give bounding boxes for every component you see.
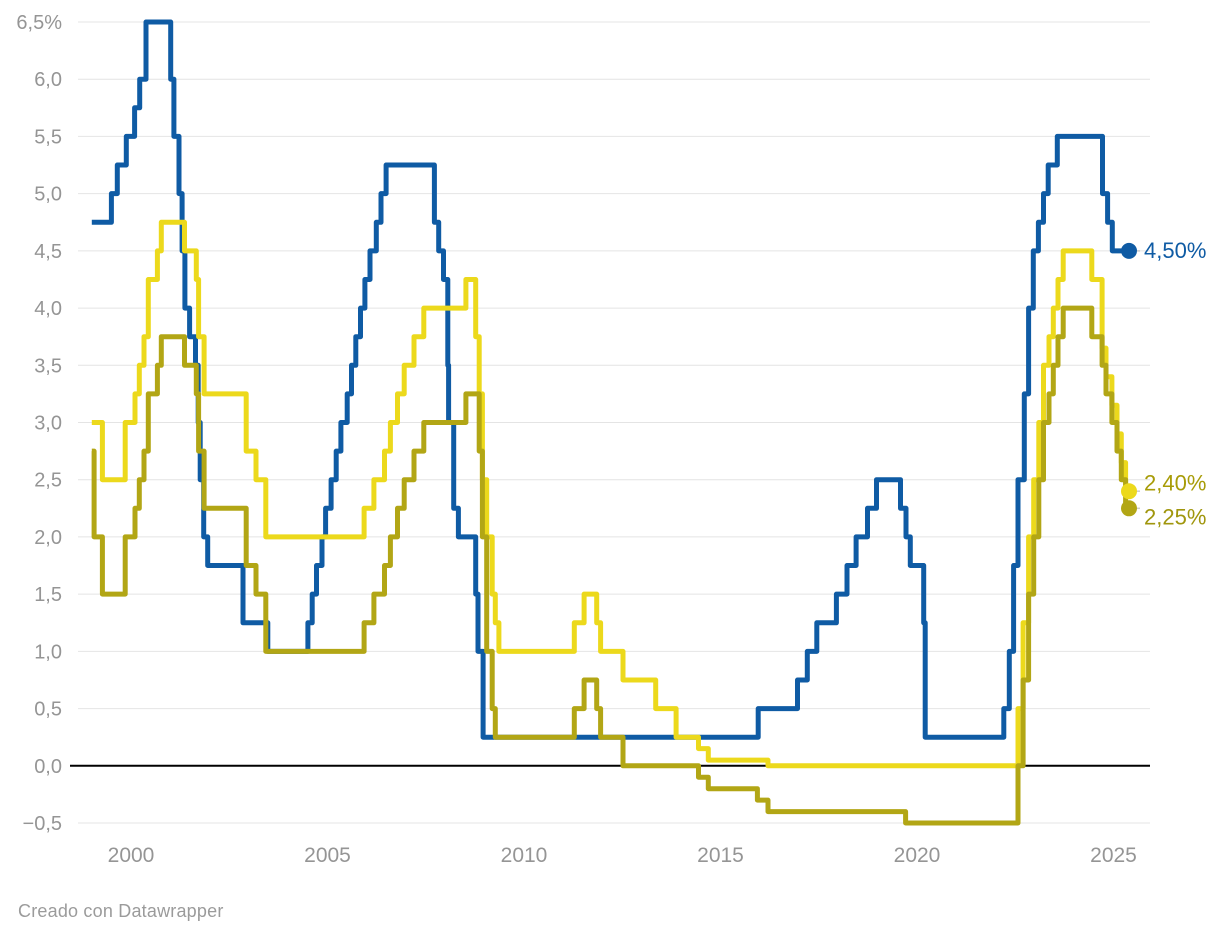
y-axis-tick-label: 0,0 xyxy=(34,756,62,778)
y-axis-tick-label: 2,0 xyxy=(34,527,62,549)
series-end-label: 2,40% xyxy=(1144,471,1206,496)
y-axis-tick-label: 3,5 xyxy=(34,355,62,377)
x-axis-tick-label: 2025 xyxy=(1090,844,1137,867)
y-axis-tick-label: 0,5 xyxy=(34,699,62,721)
x-axis-tick-label: 2005 xyxy=(304,844,351,867)
series-end-dot xyxy=(1121,500,1137,517)
datawrapper-credit: Creado con Datawrapper xyxy=(18,901,224,921)
series-end-dot xyxy=(1121,483,1137,500)
y-axis-tick-label: 1,0 xyxy=(34,641,62,663)
series-line xyxy=(91,219,1129,769)
y-axis-tick-label: 1,5 xyxy=(34,584,62,606)
y-axis-tick-label: 4,0 xyxy=(34,298,62,320)
y-axis-tick-label: 2,5 xyxy=(34,470,62,492)
series-end-dot xyxy=(1121,242,1137,259)
y-axis-tick-label: 4,5 xyxy=(34,241,62,263)
series-line xyxy=(91,19,1129,740)
x-axis-tick-label: 2015 xyxy=(697,844,744,867)
y-axis-tick-label: 5,0 xyxy=(34,184,62,206)
x-axis-tick-label: 2000 xyxy=(108,844,155,867)
y-axis-tick-label: 3,0 xyxy=(34,413,62,435)
x-axis-tick-label: 2010 xyxy=(501,844,548,867)
y-axis-tick-label: 6,5% xyxy=(16,12,62,34)
series-end-label: 2,25% xyxy=(1144,504,1206,529)
y-axis-tick-label: 6,0 xyxy=(34,69,62,91)
y-axis-tick-label: −0,5 xyxy=(23,813,62,835)
series-line xyxy=(91,305,1129,826)
y-axis-tick-label: 5,5 xyxy=(34,126,62,148)
series-end-label: 4,50% xyxy=(1144,238,1206,263)
x-axis-tick-label: 2020 xyxy=(894,844,941,867)
rate-chart: 6,5% 6,0 5,5 5,0 4,5 4,0 3,5 3,0 2,5 2,0 1,5 1,0 0,5… xyxy=(16,12,1206,867)
